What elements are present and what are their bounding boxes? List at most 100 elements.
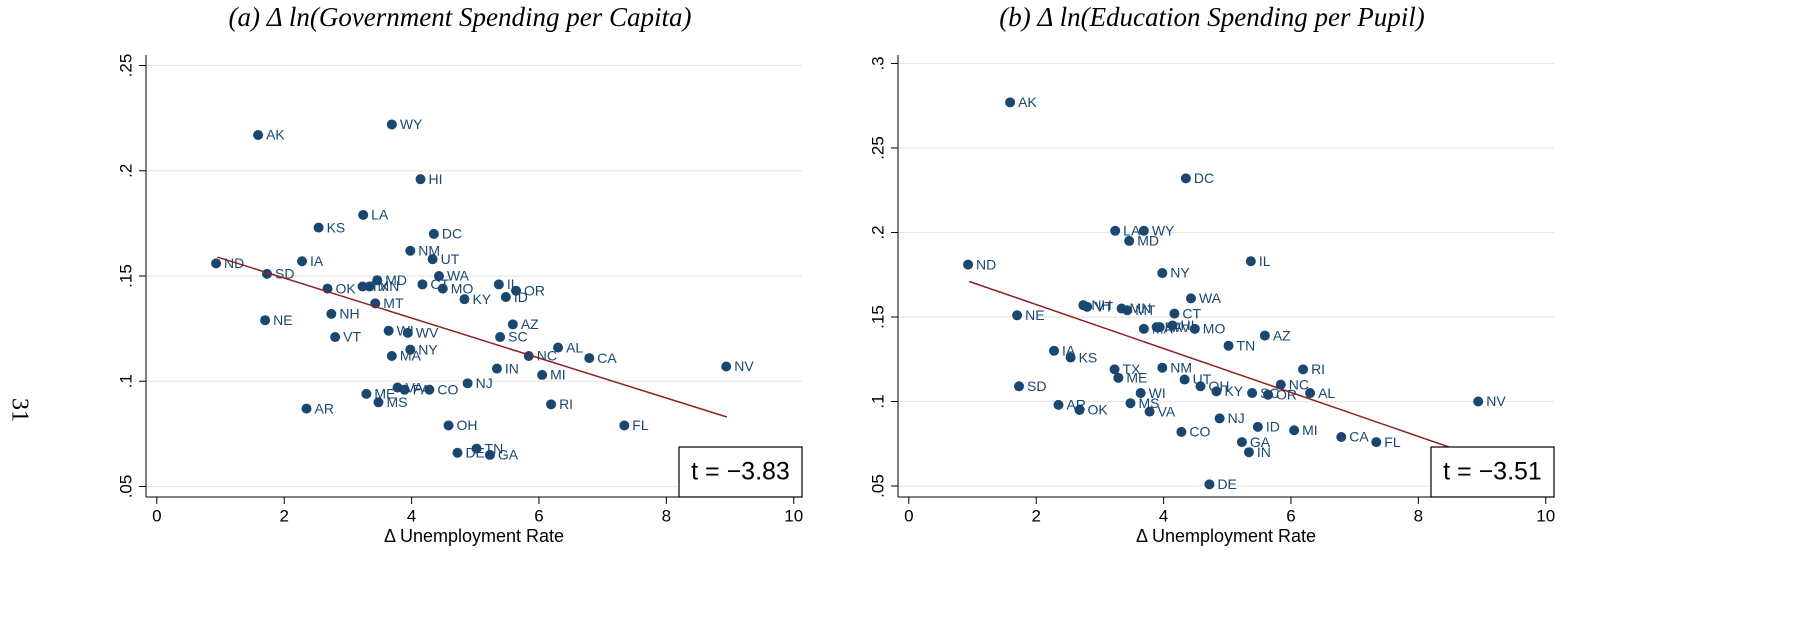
- annotation: t = −3.83: [691, 458, 790, 486]
- point: [1289, 425, 1300, 436]
- point: [330, 332, 341, 343]
- point-label: NV: [1486, 393, 1506, 409]
- point: [297, 256, 308, 267]
- point: [1259, 330, 1270, 341]
- point: [1179, 374, 1190, 385]
- point: [1053, 399, 1064, 410]
- point: [1211, 386, 1222, 397]
- point-label: IA: [310, 253, 324, 269]
- point: [364, 281, 375, 292]
- point-label: RI: [1311, 361, 1325, 377]
- y-tick-label: .2: [116, 164, 135, 178]
- point-label: GA: [498, 447, 519, 463]
- point-label: IN: [1257, 444, 1271, 460]
- point-label: NY: [418, 341, 438, 357]
- point-label: ID: [514, 289, 528, 305]
- panel: (a) Δ ln(Government Spending per Capita)…: [116, 2, 803, 546]
- point-label: RI: [559, 396, 573, 412]
- point: [511, 285, 522, 296]
- annotation-box: [678, 446, 803, 498]
- y-tick-label: .05: [116, 475, 135, 499]
- annotation: t = −3.51: [1443, 458, 1542, 486]
- point-label: IA: [1062, 342, 1076, 358]
- point: [1245, 256, 1256, 267]
- point: [1110, 225, 1121, 236]
- point: [372, 275, 383, 286]
- point: [443, 420, 454, 431]
- point-label: OH: [457, 417, 478, 433]
- point: [1336, 431, 1347, 442]
- point: [1223, 340, 1234, 351]
- point-label: CA: [1349, 429, 1369, 445]
- point-label: CA: [597, 350, 617, 366]
- x-tick-label: 0: [152, 506, 161, 525]
- point: [495, 332, 506, 343]
- point: [1151, 322, 1162, 333]
- point-label: KY: [1224, 383, 1243, 399]
- point-label: OK: [1088, 402, 1109, 418]
- x-axis-label: Δ Unemployment Rate: [384, 526, 564, 546]
- y-tick-label: .1: [868, 394, 887, 408]
- point-label: DE: [465, 445, 484, 461]
- point-label: WV: [416, 325, 439, 341]
- fit-line: [217, 256, 728, 418]
- point: [386, 350, 397, 361]
- point: [357, 281, 368, 292]
- chart-title: (b) Δ ln(Education Spending per Pupil): [999, 2, 1425, 32]
- x-tick-label: 0: [904, 506, 913, 525]
- point: [1169, 308, 1180, 319]
- point-label: MS: [1138, 395, 1159, 411]
- point-label: VT: [1095, 299, 1113, 315]
- y-tick-label: .15: [868, 305, 887, 329]
- point: [386, 119, 397, 130]
- point: [1176, 426, 1187, 437]
- point-label: MI: [550, 367, 566, 383]
- point-label: IL: [1259, 253, 1271, 269]
- panel: (b) Δ ln(Education Spending per Pupil) .0…: [868, 2, 1555, 546]
- point-label: IL: [507, 276, 519, 292]
- point: [313, 222, 324, 233]
- point: [437, 283, 448, 294]
- point-label: NJ: [476, 375, 493, 391]
- point-label: LA: [1123, 222, 1141, 238]
- point-label: WV: [1168, 319, 1191, 335]
- x-tick-label: 8: [662, 506, 671, 525]
- x-tick-label: 8: [1414, 506, 1423, 525]
- point: [1082, 301, 1093, 312]
- point: [1473, 396, 1484, 407]
- point: [1204, 479, 1215, 490]
- point: [459, 294, 470, 305]
- point-label: WA: [447, 268, 470, 284]
- point: [553, 342, 564, 353]
- point-label: MD: [385, 272, 407, 288]
- point-label: OH: [1209, 378, 1230, 394]
- point-label: NH: [1091, 297, 1111, 313]
- y-tick-label: .25: [116, 54, 135, 78]
- x-tick-label: 6: [534, 506, 543, 525]
- point: [500, 292, 511, 303]
- point: [1214, 413, 1225, 424]
- point: [211, 258, 222, 269]
- point-label: DC: [442, 226, 462, 242]
- point: [301, 403, 312, 414]
- point-label: SD: [1027, 378, 1046, 394]
- x-tick-label: 4: [1159, 506, 1168, 525]
- point: [1305, 388, 1316, 399]
- point: [721, 361, 732, 372]
- y-tick-label: .1: [116, 374, 135, 388]
- point: [433, 271, 444, 281]
- point-label: OR: [524, 282, 545, 298]
- y-tick-label: .15: [116, 264, 135, 288]
- point: [1180, 173, 1191, 184]
- point: [405, 245, 416, 256]
- y-tick-label: .3: [868, 56, 887, 70]
- point: [1185, 293, 1196, 304]
- point-label: TX: [371, 278, 390, 294]
- point: [253, 129, 264, 140]
- annotation-box: [1430, 446, 1555, 498]
- point-label: CO: [1189, 424, 1210, 440]
- point-label: FL: [1384, 434, 1401, 450]
- point: [1122, 305, 1133, 316]
- point: [405, 344, 416, 355]
